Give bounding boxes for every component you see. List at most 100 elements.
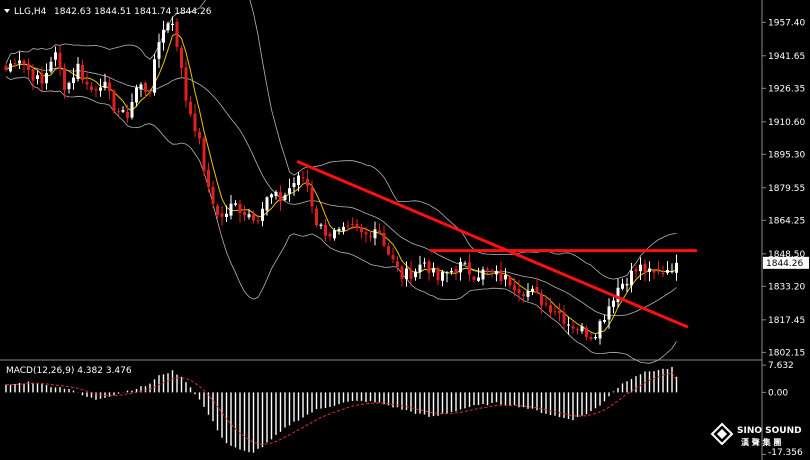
candle-body [328, 233, 332, 237]
candle-body [621, 283, 624, 289]
candle-body [441, 271, 444, 281]
chart-header: LLG,H4 1842.63 1844.51 1841.74 1844.26 [4, 7, 212, 17]
candle-body [130, 102, 134, 118]
candle-body [225, 213, 228, 218]
candle-body [274, 191, 278, 196]
candle-body [675, 262, 678, 273]
candle-body [49, 61, 53, 72]
candle-body [171, 23, 174, 25]
candle-body [387, 246, 390, 255]
candle-body [211, 186, 215, 204]
candle-body [243, 211, 246, 216]
candle-body [585, 327, 588, 338]
candle-body [18, 60, 21, 64]
candle-body [126, 111, 129, 118]
candle-body [112, 90, 116, 112]
candle-body [486, 269, 489, 271]
macd-header: MACD(12,26,9) 4.382 3.476 [6, 366, 132, 376]
price-axis: 1957.40 1941.65 1926.35 1910.60 1895.30 1879.… [762, 18, 809, 358]
candle-body [576, 329, 579, 331]
candle-body [72, 77, 75, 84]
candle-body [468, 262, 471, 275]
candle-body [382, 232, 386, 246]
candle-body [36, 75, 39, 80]
candle-body [625, 284, 629, 286]
candle-body [315, 208, 318, 226]
candle-body [670, 271, 674, 273]
candle-body [589, 337, 593, 340]
price-tick-label: 1802.15 [768, 348, 805, 358]
candle-body [333, 230, 336, 239]
candle-body [342, 226, 345, 231]
dropdown-triangle-icon[interactable] [4, 9, 10, 13]
candle-body [490, 270, 494, 273]
candle-body [463, 263, 467, 265]
candle-body [567, 324, 570, 326]
candle-body [661, 273, 665, 275]
watermark-logo: SINO SOUND 漢 聲 集 團 [710, 422, 802, 447]
candle-body [310, 187, 314, 207]
candle-body [319, 224, 323, 226]
candle-body [346, 225, 350, 227]
candle-body [495, 271, 498, 275]
candle-body [162, 29, 165, 43]
candle-body [153, 59, 156, 93]
candle-body [526, 290, 530, 297]
candle-body [612, 300, 615, 307]
candle-body [54, 52, 57, 60]
candle-body [598, 321, 602, 339]
candle-body [436, 267, 440, 281]
candle-body [135, 87, 138, 103]
price-tick-label: 1910.60 [768, 118, 805, 128]
price-tick-label: 1833.20 [768, 282, 805, 292]
chart-frame [0, 0, 763, 460]
macd-signal-line [6, 372, 677, 445]
bollinger-lower [5, 76, 677, 364]
price-tick-label: 1957.40 [768, 18, 805, 28]
candle-body [301, 177, 305, 179]
candle-body [562, 312, 566, 324]
candle-body [657, 270, 660, 272]
candle-body [504, 274, 507, 280]
candle-body [94, 89, 98, 91]
candle-body [639, 264, 642, 272]
candle-body [553, 311, 557, 313]
candle-body [630, 270, 633, 286]
candle-body [369, 236, 372, 238]
candle-body [423, 262, 426, 264]
candle-body [373, 229, 377, 239]
candle-body [220, 213, 224, 217]
candle-body [99, 87, 102, 91]
candle-body [517, 289, 521, 293]
candle-body [139, 84, 143, 90]
candle-body [405, 268, 408, 280]
candle-body [108, 82, 111, 91]
candle-body [144, 82, 147, 92]
candle-body [121, 110, 125, 112]
candle-body [400, 266, 404, 279]
candle-body [67, 82, 71, 90]
candlesticks [4, 16, 678, 345]
candle-body [477, 277, 480, 281]
candle-body [184, 67, 188, 101]
candle-body [270, 194, 273, 198]
candle-body [9, 63, 12, 72]
watermark-line2: 漢 聲 集 團 [741, 437, 781, 447]
candle-body [522, 294, 525, 296]
candle-body [427, 261, 431, 273]
candle-body [166, 23, 170, 31]
candle-body [175, 21, 179, 48]
macd-axis: 7.632 0.00 -17.356 [762, 361, 803, 458]
candle-body [594, 337, 597, 339]
bollinger-middle [5, 64, 677, 317]
candle-body [198, 132, 201, 139]
candle-body [229, 203, 233, 216]
candle-body [103, 81, 107, 88]
candle-body [445, 272, 449, 274]
candle-body [81, 65, 84, 80]
candle-body [279, 192, 282, 202]
price-tick-label: 1941.65 [768, 52, 805, 62]
candle-body [63, 68, 66, 91]
candle-body [378, 230, 381, 233]
candle-body [603, 319, 606, 322]
